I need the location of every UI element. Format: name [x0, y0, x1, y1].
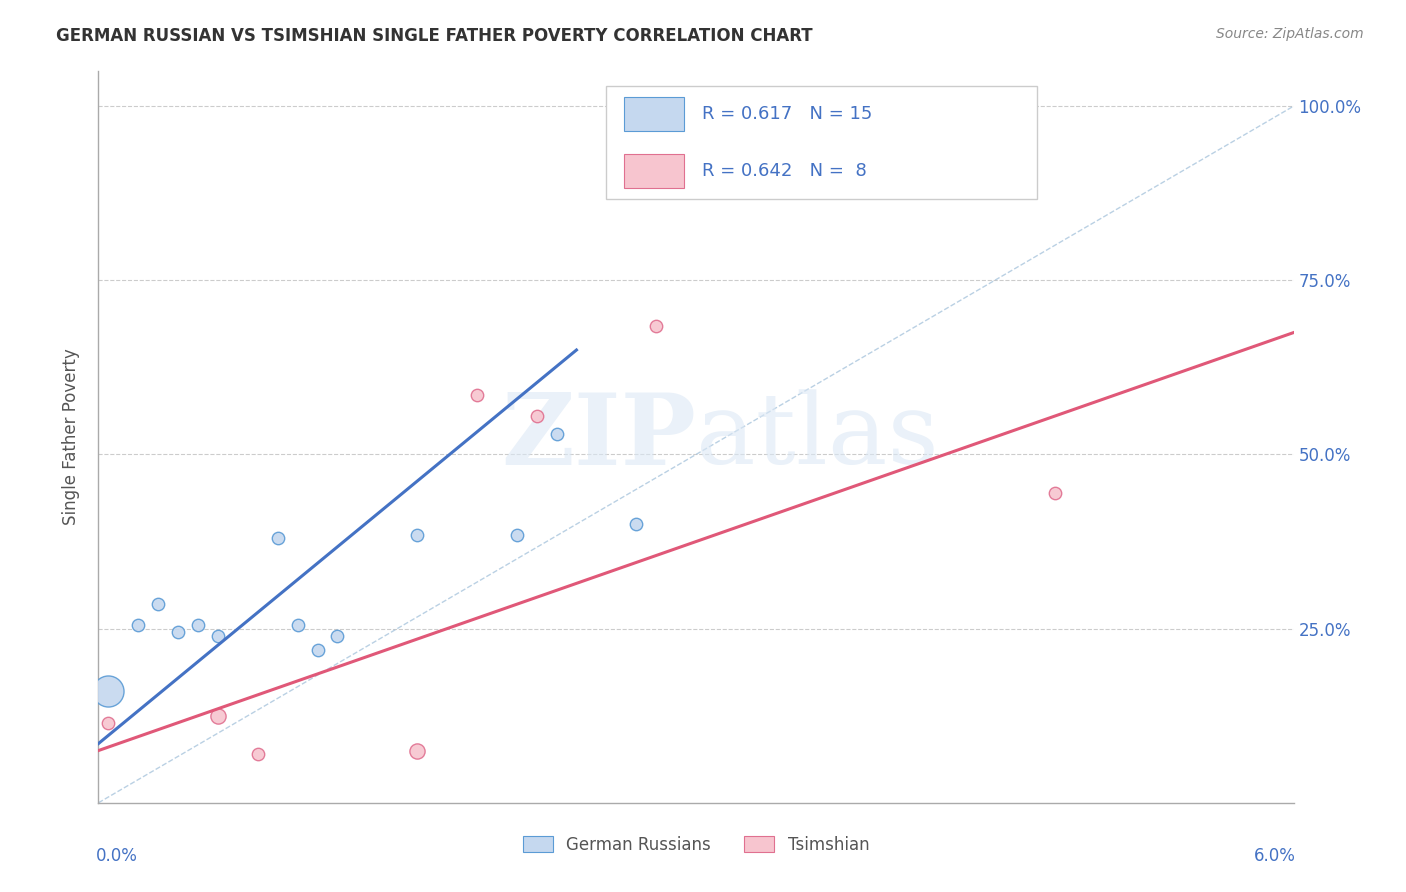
Point: [526, 409, 548, 424]
Point: [207, 629, 229, 643]
Point: [97, 715, 120, 730]
FancyBboxPatch shape: [624, 154, 685, 188]
Y-axis label: Single Father Poverty: Single Father Poverty: [62, 349, 80, 525]
Point: [287, 618, 309, 632]
Legend: German Russians, Tsimshian: German Russians, Tsimshian: [516, 829, 876, 860]
FancyBboxPatch shape: [606, 86, 1036, 200]
Point: [267, 531, 290, 545]
Point: [97, 684, 120, 698]
Text: GERMAN RUSSIAN VS TSIMSHIAN SINGLE FATHER POVERTY CORRELATION CHART: GERMAN RUSSIAN VS TSIMSHIAN SINGLE FATHE…: [56, 27, 813, 45]
Point: [406, 527, 429, 541]
Text: 6.0%: 6.0%: [1254, 847, 1296, 864]
Point: [685, 120, 707, 134]
Text: 0.0%: 0.0%: [96, 847, 138, 864]
Point: [626, 517, 648, 532]
Point: [326, 629, 349, 643]
Text: R = 0.617   N = 15: R = 0.617 N = 15: [702, 105, 872, 123]
Text: Source: ZipAtlas.com: Source: ZipAtlas.com: [1216, 27, 1364, 41]
Point: [187, 618, 209, 632]
Text: ZIP: ZIP: [501, 389, 696, 485]
Point: [645, 318, 668, 333]
Point: [406, 743, 429, 757]
Point: [1043, 485, 1066, 500]
Point: [148, 597, 170, 611]
Point: [207, 708, 229, 723]
FancyBboxPatch shape: [624, 97, 685, 131]
Text: atlas: atlas: [696, 389, 939, 485]
Point: [546, 426, 568, 441]
Point: [465, 388, 488, 402]
Point: [167, 625, 190, 640]
Text: R = 0.642   N =  8: R = 0.642 N = 8: [702, 162, 866, 180]
Point: [127, 618, 149, 632]
Point: [246, 747, 269, 761]
Point: [307, 642, 329, 657]
Point: [506, 527, 529, 541]
